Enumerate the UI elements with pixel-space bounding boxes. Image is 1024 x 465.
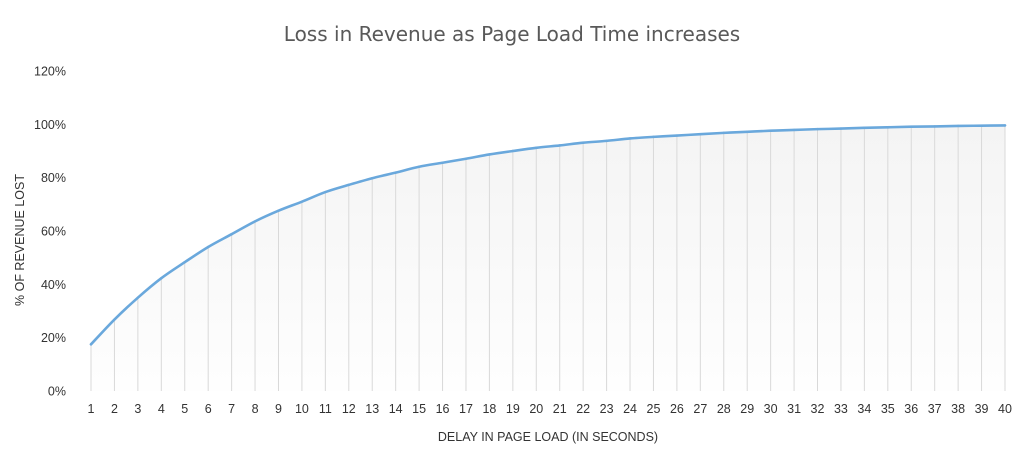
x-tick-label: 10 <box>295 402 309 416</box>
data-point-35 <box>886 126 890 129</box>
x-tick-label: 37 <box>928 402 942 416</box>
data-point-4 <box>160 277 163 280</box>
data-point-18 <box>488 153 491 156</box>
data-point-24 <box>628 137 632 140</box>
data-point-11 <box>324 190 327 194</box>
data-point-17 <box>464 157 468 160</box>
x-tick-label: 34 <box>857 402 871 416</box>
data-point-39 <box>980 124 983 127</box>
y-tick-label: 100% <box>34 118 66 132</box>
x-tick-label: 25 <box>647 402 661 416</box>
x-tick-label: 15 <box>412 402 426 416</box>
data-point-22 <box>581 141 585 144</box>
data-point-16 <box>441 161 444 164</box>
x-tick-label: 17 <box>459 402 473 416</box>
data-point-13 <box>371 177 374 180</box>
data-point-20 <box>535 146 538 149</box>
data-point-38 <box>956 124 960 128</box>
x-tick-label: 28 <box>717 402 731 416</box>
data-point-3 <box>136 296 140 299</box>
y-tick-label: 120% <box>34 65 66 79</box>
data-point-12 <box>347 183 350 187</box>
data-point-26 <box>675 134 679 137</box>
y-axis-title: % OF REVENUE LOST <box>13 174 27 306</box>
x-tick-label: 16 <box>436 402 450 416</box>
x-tick-label: 40 <box>998 402 1012 416</box>
data-point-34 <box>863 126 866 129</box>
series-line <box>89 124 1007 346</box>
x-tick-label: 21 <box>553 402 567 416</box>
data-point-15 <box>417 165 421 168</box>
x-tick-label: 2 <box>111 402 118 416</box>
chart-title: Loss in Revenue as Page Load Time increa… <box>284 22 740 46</box>
x-tick-label: 23 <box>600 402 614 416</box>
data-point-19 <box>511 149 515 153</box>
x-tick-label: 32 <box>811 402 825 416</box>
x-tick-label: 36 <box>904 402 918 416</box>
x-tick-label: 8 <box>252 402 259 416</box>
data-point-27 <box>699 133 702 136</box>
x-tick-label: 30 <box>764 402 778 416</box>
data-point-10 <box>300 200 304 203</box>
y-axis-ticks: 0% 20% 40% 60% 80% 100% 120% <box>34 65 66 399</box>
data-point-25 <box>652 135 655 139</box>
x-tick-label: 20 <box>529 402 543 416</box>
x-tick-label: 39 <box>975 402 989 416</box>
x-tick-label: 7 <box>228 402 235 416</box>
data-point-32 <box>816 127 819 131</box>
data-point-23 <box>605 139 608 143</box>
x-tick-label: 35 <box>881 402 895 416</box>
y-tick-label: 20% <box>41 331 66 345</box>
data-point-1 <box>89 343 93 346</box>
data-point-5 <box>183 261 186 264</box>
data-point-36 <box>910 125 913 128</box>
data-point-8 <box>253 220 257 223</box>
x-axis-ticks: 1 2 3 4 5 6 7 8 9 10 11 12 13 14 15 16 17 18 19 20 21 22 23 24 2… <box>88 402 1012 416</box>
data-point-9 <box>277 209 280 212</box>
x-tick-label: 14 <box>389 402 403 416</box>
data-point-30 <box>769 129 772 132</box>
x-tick-label: 29 <box>740 402 754 416</box>
x-tick-label: 5 <box>181 402 188 416</box>
x-tick-label: 13 <box>365 402 379 416</box>
line-layer <box>89 124 1007 346</box>
data-point-40 <box>1003 124 1007 127</box>
x-tick-label: 9 <box>275 402 282 416</box>
x-tick-label: 19 <box>506 402 520 416</box>
data-point-21 <box>558 144 561 147</box>
x-tick-label: 31 <box>787 402 801 416</box>
data-point-7 <box>230 233 233 236</box>
x-tick-label: 12 <box>342 402 356 416</box>
data-point-6 <box>206 245 210 249</box>
y-tick-label: 40% <box>41 278 66 292</box>
data-point-14 <box>394 171 397 174</box>
x-tick-label: 24 <box>623 402 637 416</box>
x-tick-label: 38 <box>951 402 965 416</box>
drop-lines <box>90 125 1006 391</box>
x-tick-label: 4 <box>158 402 165 416</box>
x-tick-label: 6 <box>205 402 212 416</box>
data-point-2 <box>113 318 116 321</box>
x-tick-label: 3 <box>134 402 141 416</box>
x-tick-label: 18 <box>482 402 496 416</box>
x-tick-label: 26 <box>670 402 684 416</box>
y-tick-label: 0% <box>48 385 66 399</box>
x-axis-title: DELAY IN PAGE LOAD (IN SECONDS) <box>438 430 658 444</box>
y-tick-label: 80% <box>41 171 66 185</box>
data-point-29 <box>746 130 749 133</box>
data-point-31 <box>792 128 796 132</box>
y-tick-label: 60% <box>41 225 66 239</box>
x-tick-label: 22 <box>576 402 590 416</box>
data-point-33 <box>839 127 843 130</box>
x-tick-label: 1 <box>88 402 95 416</box>
area-fill <box>91 125 1005 392</box>
data-point-37 <box>933 125 936 128</box>
data-point-28 <box>722 131 725 135</box>
area-layer <box>91 125 1005 392</box>
x-tick-label: 33 <box>834 402 848 416</box>
x-tick-label: 11 <box>319 402 332 416</box>
x-tick-label: 27 <box>693 402 707 416</box>
